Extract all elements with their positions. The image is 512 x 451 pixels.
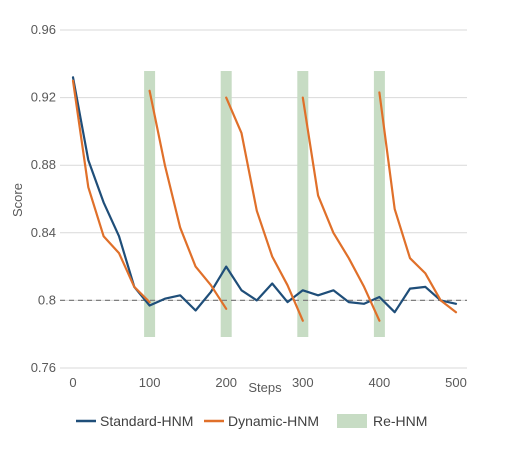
series-lines	[71, 76, 458, 322]
re-hnm-band	[220, 71, 232, 337]
y-tick-label: 0.84	[31, 225, 56, 240]
gridlines	[60, 29, 467, 369]
re-hnm-band	[373, 71, 385, 337]
y-tick-label: 0.88	[31, 157, 56, 172]
legend-label: Standard-HNM	[100, 413, 193, 429]
legend: Standard-HNM Dynamic-HNM Re-HNM	[76, 413, 427, 429]
x-axis-ticks: 0 100 200 300 400 500	[69, 375, 466, 390]
x-axis-title: Steps	[248, 380, 282, 395]
series-line-dynamic-hnm	[71, 79, 151, 304]
x-tick-label: 400	[369, 375, 391, 390]
x-tick-label: 500	[445, 375, 467, 390]
series-line-dynamic-hnm	[148, 89, 228, 310]
y-axis-title: Score	[10, 183, 25, 217]
y-tick-label: 0.76	[31, 360, 56, 375]
y-tick-label: 0.92	[31, 90, 56, 105]
legend-label: Re-HNM	[373, 413, 427, 429]
x-tick-label: 200	[215, 375, 237, 390]
legend-swatch	[337, 414, 367, 428]
series-line-dynamic-hnm	[301, 96, 381, 322]
re-hnm-band	[144, 71, 156, 337]
re-hnm-band	[297, 71, 309, 337]
x-tick-label: 100	[139, 375, 161, 390]
y-axis-ticks: 0.76 0.8 0.84 0.88 0.92 0.96	[31, 22, 56, 375]
x-tick-label: 0	[69, 375, 76, 390]
y-tick-label: 0.96	[31, 22, 56, 37]
re-hnm-regions	[144, 71, 385, 337]
series-line-dynamic-hnm	[378, 91, 458, 314]
y-tick-label: 0.8	[38, 292, 56, 307]
legend-label: Dynamic-HNM	[228, 413, 319, 429]
series-line-dynamic-hnm	[225, 96, 304, 322]
x-tick-label: 300	[292, 375, 314, 390]
